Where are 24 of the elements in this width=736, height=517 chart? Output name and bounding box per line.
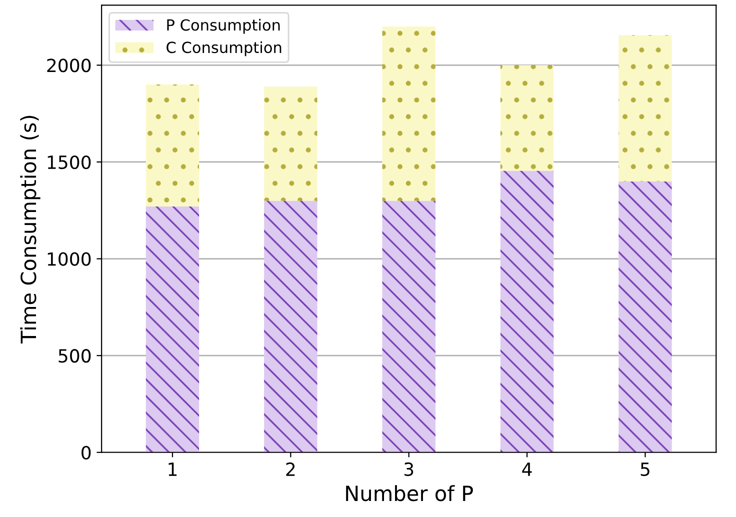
y-tick-label: 1500 (48, 155, 91, 170)
bar (500, 65, 554, 171)
y-tick-label: 1000 (48, 252, 91, 266)
bar (500, 170, 554, 452)
bar (382, 26, 436, 201)
bar (146, 206, 200, 452)
bar (146, 84, 200, 207)
y-tick-label: 500 (58, 349, 91, 363)
y-tick-label: 0 (82, 446, 91, 460)
legend-label: P Consumption (167, 18, 280, 34)
x-tick-label: 5 (640, 462, 650, 476)
bar (382, 200, 436, 452)
x-tick-label: 3 (404, 462, 414, 476)
legend-label: C Consumption (166, 41, 282, 56)
bar (618, 35, 672, 182)
x-tick-label: 1 (168, 462, 177, 476)
bar (264, 200, 318, 452)
bar (264, 86, 318, 201)
y-tick-label: 2000 (47, 58, 91, 72)
x-tick-label: 2 (286, 462, 295, 476)
bar (618, 181, 672, 452)
y-axis-title: Time Consumption (s) (20, 116, 40, 344)
x-axis-title: Number of P (346, 485, 473, 502)
x-tick-label: 4 (522, 462, 532, 476)
